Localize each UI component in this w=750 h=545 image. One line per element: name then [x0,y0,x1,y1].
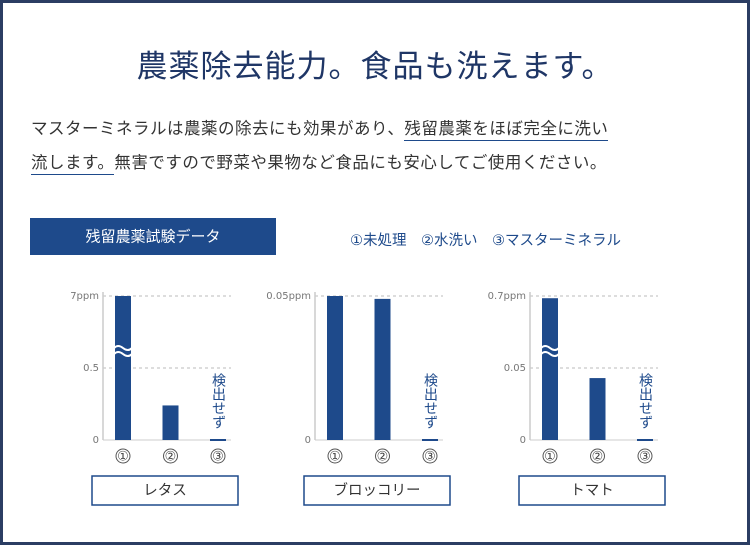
bar [115,296,131,440]
x-tick-label: ① [117,450,129,465]
category-circle [163,448,178,464]
category-circle [542,448,558,464]
y-tick-label: 0 [93,435,99,446]
chart-title-box [518,475,666,506]
highlight-text: 流します。 [31,153,115,175]
y-tick-label: 0 [305,435,311,446]
highlight-text: 残留農薬をほぼ完全に洗い [404,119,609,141]
bar [162,405,179,440]
category-circle [637,448,653,464]
category-circle [590,448,605,464]
x-tick-label: ② [592,450,604,465]
y-tick-label: 0.7ppm [488,291,526,302]
chart-title: ブロッコリー [334,481,421,499]
category-circle [375,448,390,464]
bar [589,378,606,440]
data-label-box [30,218,276,255]
x-tick-label: ① [329,450,341,465]
axis-break [540,345,560,357]
bar [327,296,343,440]
body-line: 流します。無害ですので野菜や果物など食品にも安心してご使用ください。 [31,149,607,175]
chart-title-box [303,475,451,506]
x-tick-label: ① [544,450,556,465]
bar [374,298,391,440]
y-tick-label: 7ppm [70,291,99,302]
title: 農薬除去能力。食品も洗えます。 [136,49,614,85]
category-circle [210,448,226,464]
chart-title: レタス [143,482,187,499]
x-tick-label: ③ [212,450,224,465]
data-label: 残留農薬試験データ [85,228,220,246]
charts: 残留農薬試験データ ①未処理 ②水洗い ③マスターミネラル 0 0.5 7ppm ① ② 検出… [30,218,666,506]
axis-break [113,345,133,357]
chart-title-box [91,475,239,506]
annotation: 検出せず [637,373,653,429]
y-tick-label: 0.05ppm [266,291,311,302]
body-text: 無害ですので野菜や果物など食品にも安心してご使用ください。 [114,153,607,172]
x-tick-label: ② [377,450,389,465]
category-circle [422,448,438,464]
annotation: 検出せず [210,373,226,429]
chart-title: トマト [570,483,614,499]
y-tick-label: 0 [520,435,526,446]
body-text: マスターミネラルは農薬の除去にも効果があり、 [31,119,405,138]
bar [542,298,558,440]
y-tick-label: 0.5 [83,363,99,374]
x-tick-label: ③ [424,450,436,465]
x-tick-label: ③ [639,450,651,465]
annotation: 検出せず [422,373,438,429]
y-tick-label: 0.05 [504,363,526,374]
legend: ①未処理 ②水洗い ③マスターミネラル [350,232,621,249]
category-circle [327,448,343,464]
body-line: マスターミネラルは農薬の除去にも効果があり、残留農薬をほぼ完全に洗い [31,115,609,141]
category-circle [115,448,131,464]
x-tick-label: ② [165,450,177,465]
